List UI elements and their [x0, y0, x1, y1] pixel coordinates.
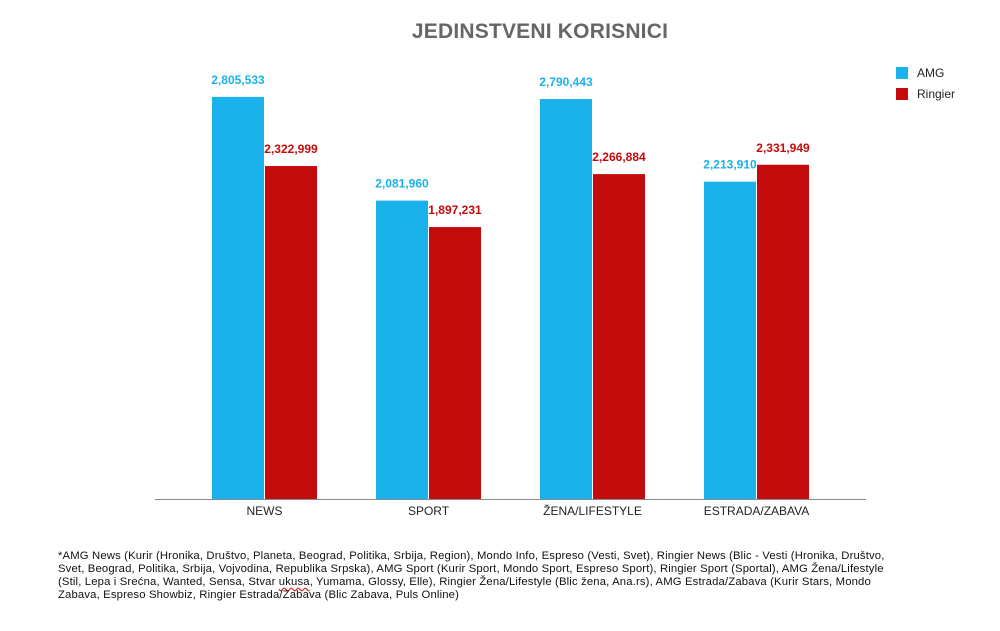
legend-item-ringier: Ringier: [896, 83, 955, 104]
legend-swatch-ringier: [896, 87, 908, 100]
data-label-amg-1: 2,081,960: [375, 177, 429, 191]
data-label-ringier-1: 1,897,231: [428, 203, 482, 217]
bar-chart: 2,805,533 2,322,999 NEWS 2,081,960 1,897,231…: [155, 73, 866, 518]
x-tick-label-2: ŽENA/LIFESTYLE: [543, 503, 642, 518]
legend-swatch-amg: [896, 66, 908, 79]
footnote-text-end: , Yumama, Glossy, Elle), Ringier Žena/Li…: [58, 576, 871, 601]
x-tick-label-0: NEWS: [247, 504, 283, 518]
bar-ringier-1: [429, 227, 481, 500]
data-label-ringier-3: 2,331,949: [756, 141, 810, 155]
legend-label-ringier: Ringier: [917, 86, 956, 101]
bar-amg-3: [704, 181, 756, 499]
x-tick-label-1: SPORT: [408, 504, 450, 518]
footnote-flagged-word: ukusa: [278, 576, 310, 588]
chart-title: JEDINSTVENI KORISNICI: [411, 20, 669, 43]
legend-label-amg: AMG: [917, 65, 945, 80]
data-label-amg-3: 2,213,910: [703, 158, 757, 172]
bar-ringier-3: [757, 164, 809, 500]
legend: AMG Ringier: [896, 62, 955, 104]
data-label-ringier-2: 2,266,884: [592, 150, 646, 164]
data-label-amg-2: 2,790,443: [539, 75, 593, 89]
footnote-text-start: *AMG News (Kurir (Hronika, Društvo, Plan…: [58, 550, 885, 588]
x-tick-label-3: ESTRADA/ZABAVA: [704, 504, 810, 518]
bar-amg-0: [212, 96, 264, 500]
footnote: *AMG News (Kurir (Hronika, Društvo, Plan…: [58, 550, 900, 602]
data-label-amg-0: 2,805,533: [211, 73, 265, 87]
data-label-ringier-0: 2,322,999: [264, 142, 318, 156]
legend-item-amg: AMG: [896, 62, 955, 83]
bar-ringier-2: [593, 174, 645, 499]
bar-amg-2: [540, 99, 592, 500]
bar-amg-1: [376, 200, 428, 499]
bar-ringier-0: [265, 166, 317, 499]
